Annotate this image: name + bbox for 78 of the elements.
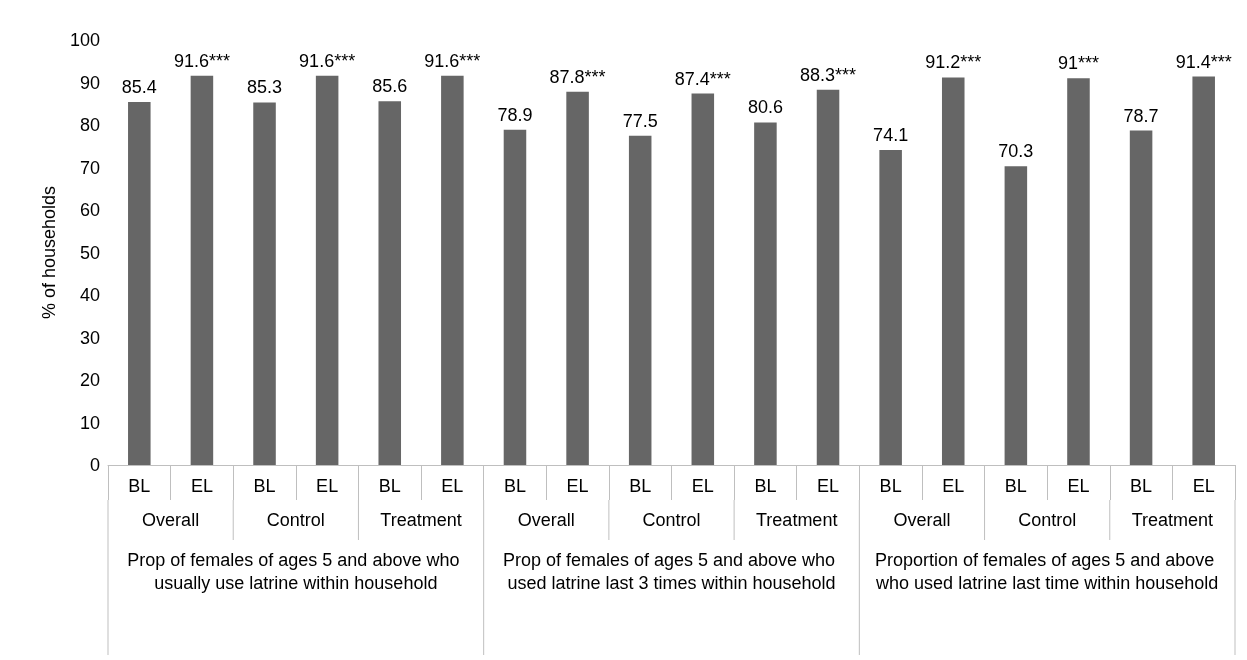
data-label: 74.1 bbox=[873, 125, 909, 146]
text: Treatment bbox=[380, 510, 462, 530]
bar bbox=[879, 150, 902, 465]
x-tick-label: EL bbox=[817, 476, 840, 496]
y-tick-label: 10 bbox=[79, 412, 100, 433]
bar bbox=[1067, 78, 1090, 465]
data-label: 78.7 bbox=[1123, 105, 1159, 126]
bar bbox=[691, 93, 715, 465]
data-label: 91.6*** bbox=[299, 50, 356, 71]
y-tick-label: 60 bbox=[79, 200, 100, 220]
x-tick-label: EL bbox=[1192, 476, 1215, 496]
x-tick-label: BL bbox=[128, 476, 151, 496]
bar bbox=[441, 75, 464, 465]
x-tick-label: EL bbox=[942, 476, 965, 496]
bar bbox=[816, 89, 840, 465]
data-label: 87.4*** bbox=[674, 68, 731, 89]
bar bbox=[1004, 166, 1028, 465]
data-label: 88.3*** bbox=[800, 64, 857, 85]
x-tick-label: EL bbox=[1067, 476, 1090, 496]
text: Overall bbox=[893, 510, 951, 530]
data-label: 87.8*** bbox=[549, 66, 606, 87]
text: Control bbox=[266, 510, 325, 530]
data-label: 70.3 bbox=[998, 141, 1034, 162]
data-label: 91.4*** bbox=[1175, 51, 1232, 72]
x-tick-label: BL bbox=[754, 476, 777, 496]
data-label: 77.5 bbox=[622, 110, 658, 131]
text: Control bbox=[642, 510, 701, 530]
y-tick-label: 40 bbox=[79, 285, 100, 305]
y-tick-label: 90 bbox=[79, 72, 100, 93]
y-tick-label: 80 bbox=[79, 115, 100, 135]
data-label: 78.9 bbox=[497, 104, 533, 125]
bar bbox=[190, 75, 214, 465]
x-tick-label: EL bbox=[441, 476, 464, 496]
bar bbox=[503, 129, 527, 465]
x-tick-label: EL bbox=[566, 476, 589, 496]
x-tick-label: EL bbox=[691, 476, 714, 496]
text: Treatment bbox=[756, 510, 838, 530]
data-label: 91.6*** bbox=[173, 50, 230, 71]
bar bbox=[1192, 76, 1215, 465]
text: Prop of females of ages 5 and above who usually use latrine within household bbox=[127, 549, 465, 593]
data-label: 91.6*** bbox=[424, 50, 481, 71]
x-tick-label: BL bbox=[629, 476, 652, 496]
x-tick-label: EL bbox=[190, 476, 213, 496]
x-tick-label: BL bbox=[1004, 476, 1027, 496]
y-tick-label: 100 bbox=[69, 30, 100, 50]
x-tick-label: EL bbox=[316, 476, 339, 496]
data-label: 80.6 bbox=[747, 97, 783, 118]
text: Prop of females of ages 5 and above who used latrine last 3 times within household bbox=[502, 549, 841, 593]
x-tick-label: BL bbox=[503, 476, 526, 496]
x-tick-label: BL bbox=[378, 476, 401, 496]
y-tick-label: 70 bbox=[79, 157, 100, 178]
y-tick-label: 20 bbox=[79, 370, 100, 390]
bar bbox=[1129, 130, 1153, 465]
bar bbox=[378, 101, 402, 465]
text: Proportion of females of ages 5 and above who used latrine last time within household bbox=[875, 549, 1220, 593]
bar bbox=[315, 75, 339, 465]
data-label: 85.6 bbox=[372, 76, 408, 97]
text: Control bbox=[1018, 510, 1077, 530]
data-label: 91*** bbox=[1057, 53, 1099, 74]
bar bbox=[941, 77, 965, 465]
y-axis-title: % of households bbox=[39, 185, 59, 320]
bar bbox=[253, 102, 276, 465]
y-tick-label: 0 bbox=[89, 455, 100, 475]
text: Treatment bbox=[1131, 510, 1214, 530]
data-label: 85.4 bbox=[121, 77, 157, 98]
text: Overall bbox=[517, 510, 575, 530]
bar bbox=[754, 122, 777, 465]
y-tick-label: 50 bbox=[79, 242, 100, 263]
y-tick-label: 30 bbox=[79, 327, 100, 348]
bar bbox=[128, 102, 151, 465]
x-tick-label: BL bbox=[879, 476, 902, 496]
data-label: 91.2*** bbox=[925, 52, 982, 73]
bar bbox=[628, 135, 652, 465]
x-tick-label: BL bbox=[1130, 476, 1153, 496]
text: Overall bbox=[142, 510, 200, 530]
x-tick-label: BL bbox=[253, 476, 276, 496]
data-label: 85.3 bbox=[247, 77, 283, 98]
bar bbox=[566, 91, 589, 465]
